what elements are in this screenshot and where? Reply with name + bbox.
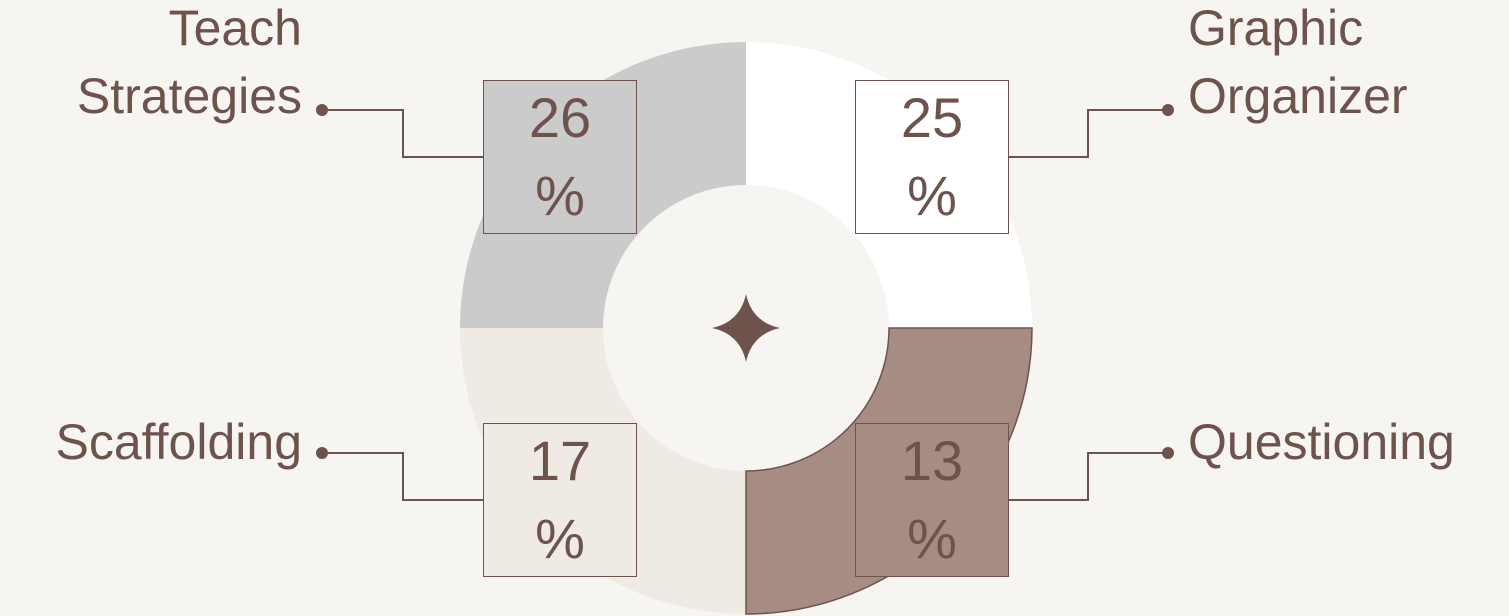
value-box: 17 % (483, 423, 637, 577)
label: Questioning (1188, 414, 1455, 470)
value-box: 25 % (855, 80, 1009, 234)
connector (322, 452, 483, 501)
center-star (712, 294, 780, 362)
label: Teach Strategies (76, 0, 302, 124)
connectors (322, 109, 1168, 501)
label: Graphic Organizer (1188, 0, 1408, 124)
dot (1162, 104, 1174, 116)
connector (322, 109, 483, 158)
dot (1162, 447, 1174, 459)
dot (316, 447, 328, 459)
dot (316, 104, 328, 116)
connector (1009, 452, 1168, 501)
label: Scaffolding (55, 414, 302, 470)
value-box: 13 % (855, 423, 1009, 577)
value-box: 26 % (483, 80, 637, 234)
connector (1009, 109, 1168, 158)
dots (316, 104, 1174, 459)
